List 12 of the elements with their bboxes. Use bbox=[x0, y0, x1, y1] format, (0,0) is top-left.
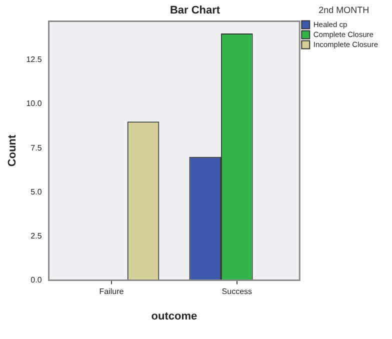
y-tick-label: 12.5 bbox=[26, 55, 42, 64]
y-tick-label: 7.5 bbox=[30, 143, 42, 152]
chart-title: Bar Chart bbox=[170, 4, 220, 17]
y-tick-label: 5.0 bbox=[30, 187, 42, 196]
y-axis-title: Count bbox=[6, 134, 19, 167]
y-tick-label: 0.0 bbox=[30, 275, 42, 284]
y-tick-label: 2.5 bbox=[30, 231, 42, 240]
x-tick-label: Failure bbox=[99, 287, 124, 296]
y-tick-label: 10.0 bbox=[26, 99, 42, 108]
legend-title: 2nd MONTH bbox=[318, 4, 370, 15]
x-axis-title: outcome bbox=[151, 310, 198, 322]
x-tick-label: Success bbox=[222, 287, 252, 296]
